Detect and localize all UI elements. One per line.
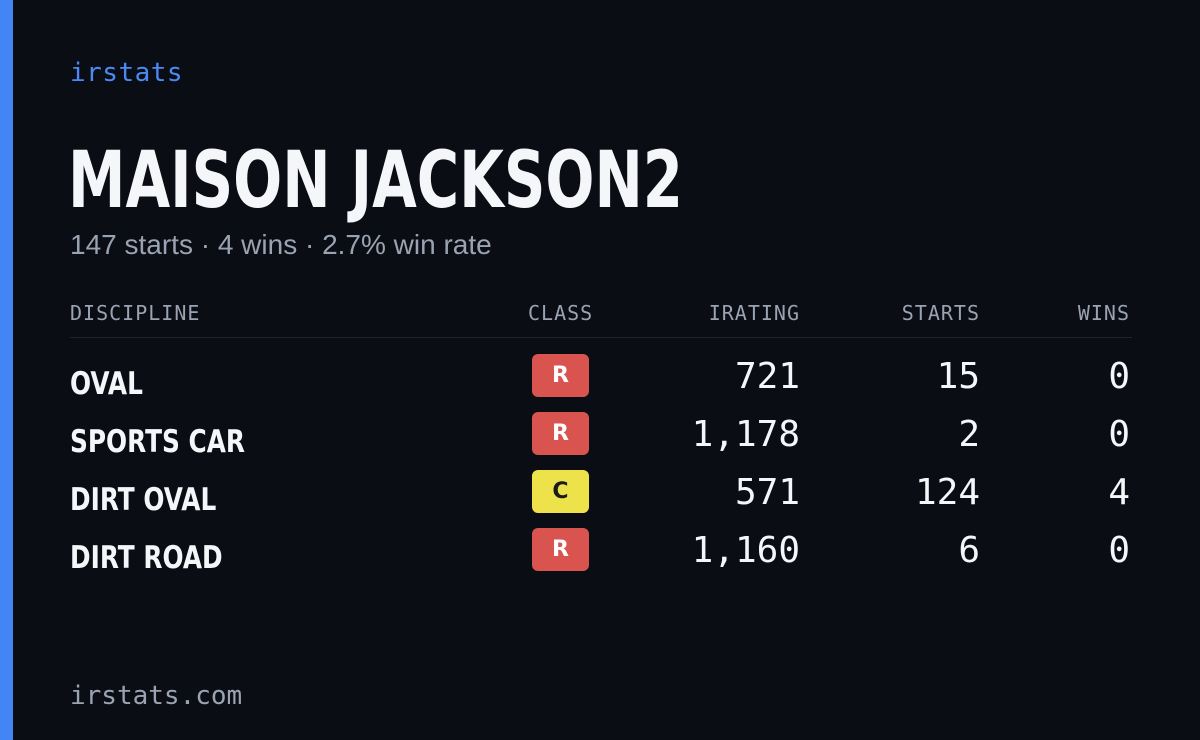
table-body: OVAL R 721 15 0 SPORTS CAR R 1,178 2 0 D… — [70, 338, 1132, 586]
table-row: DIRT ROAD R 1,160 6 0 — [70, 528, 1132, 586]
wins-value: 0 — [1108, 530, 1130, 571]
wins-value: 0 — [1108, 414, 1130, 455]
table-row: DIRT OVAL C 571 124 4 — [70, 470, 1132, 528]
brand-logo-text[interactable]: irstats — [70, 58, 184, 88]
header-irating: IRATING — [708, 301, 800, 325]
table-header: DISCIPLINE CLASS IRATING STARTS WINS — [70, 298, 1132, 338]
starts-value: 124 — [914, 472, 980, 513]
class-badge: R — [532, 354, 589, 397]
discipline-name: OVAL — [70, 366, 143, 402]
irating-value: 721 — [734, 356, 800, 397]
header-starts: STARTS — [901, 301, 980, 325]
starts-value: 6 — [958, 530, 980, 571]
class-badge: R — [532, 528, 589, 571]
starts-value: 2 — [958, 414, 980, 455]
stats-table: DISCIPLINE CLASS IRATING STARTS WINS OVA… — [70, 298, 1132, 586]
wins-value: 4 — [1108, 472, 1130, 513]
header-class: CLASS — [528, 301, 594, 325]
wins-value: 0 — [1108, 356, 1130, 397]
header-wins: WINS — [1077, 301, 1130, 325]
accent-bar — [0, 0, 13, 740]
class-badge: C — [532, 470, 589, 513]
discipline-name: SPORTS CAR — [70, 424, 246, 460]
irating-value: 1,178 — [691, 414, 800, 455]
table-row: SPORTS CAR R 1,178 2 0 — [70, 412, 1132, 470]
starts-value: 15 — [936, 356, 980, 397]
footer-url[interactable]: irstats.com — [70, 681, 243, 711]
player-name: MAISON JACKSON2 — [68, 136, 683, 226]
header-discipline: DISCIPLINE — [70, 301, 201, 325]
class-badge: R — [532, 412, 589, 455]
irating-value: 571 — [734, 472, 800, 513]
discipline-name: DIRT ROAD — [70, 540, 223, 576]
irating-value: 1,160 — [691, 530, 800, 571]
player-summary: 147 starts · 4 wins · 2.7% win rate — [70, 229, 492, 260]
discipline-name: DIRT OVAL — [70, 482, 217, 518]
table-row: OVAL R 721 15 0 — [70, 354, 1132, 412]
